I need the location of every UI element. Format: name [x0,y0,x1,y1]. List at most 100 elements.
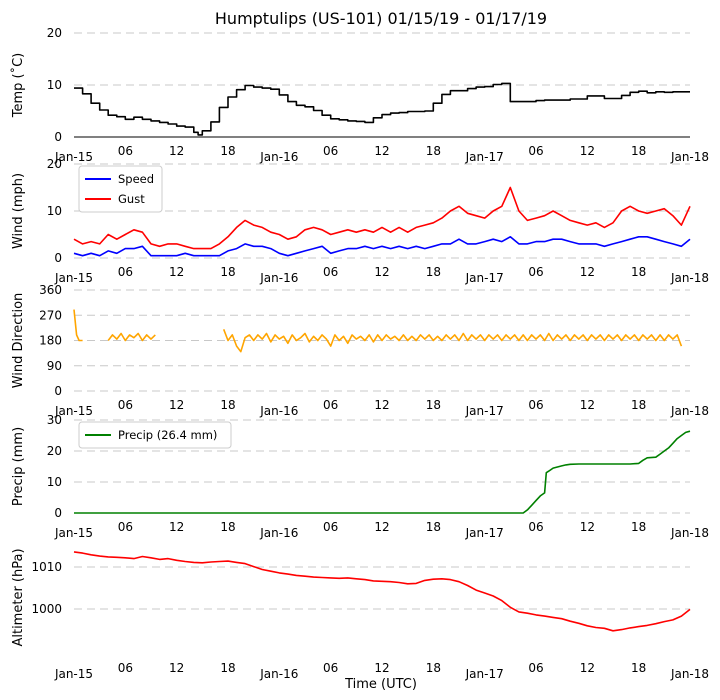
y-tick-label: 0 [54,506,62,520]
y-tick-label: 360 [39,283,62,297]
x-tick-label: 12 [169,520,184,534]
x-tick-label: Jan-17 [465,150,504,164]
x-tick-label: 06 [118,144,133,158]
series-line-direction [73,309,83,342]
x-tick-label: 12 [169,144,184,158]
x-tick-label: 18 [220,265,235,279]
x-tick-label: Jan-17 [465,526,504,540]
x-axis-label: Time (UTC) [344,677,417,692]
y-tick-label: 1010 [31,560,62,574]
x-tick-label: Jan-15 [54,271,93,285]
x-tick-label: 06 [528,520,543,534]
x-tick-label: Jan-18 [670,150,709,164]
x-tick-label: Jan-17 [465,271,504,285]
x-tick-label: 06 [528,144,543,158]
x-tick-label: 12 [580,144,595,158]
x-tick-label: Jan-16 [259,667,298,681]
x-tick-label: 12 [580,661,595,675]
x-tick-label: 18 [220,520,235,534]
x-tick-label: 06 [118,398,133,412]
x-tick-label: Jan-16 [259,526,298,540]
series-line-precip-26-4-mm- [74,430,691,514]
series-line-speed [73,236,691,257]
x-tick-label: Jan-18 [670,667,709,681]
y-tick-label: 20 [47,444,62,458]
panel-precip: 0 10 20 30 Jan-15 06 12 18 Jan-16 06 12 18 Jan-17 06 1… [11,413,709,540]
y-tick-label: 180 [39,334,62,348]
y-axis-label: Wind Direction [11,293,26,389]
series-line-altimeter [73,551,691,632]
panel-direction: 0 90 180 270 360 Jan-15 06 12 18 Jan-16 06 12 18 Jan-… [11,283,709,418]
legend-label: Gust [118,192,145,206]
x-tick-label: 06 [528,265,543,279]
x-tick-label: 18 [220,398,235,412]
series-line-direction [222,329,683,353]
x-tick-label: 12 [580,265,595,279]
y-tick-label: 270 [39,308,62,322]
legend: Speed Gust [78,165,163,213]
y-tick-label: 0 [54,251,62,265]
x-tick-label: 06 [118,520,133,534]
series-line-temp [74,82,690,136]
x-tick-label: 18 [426,520,441,534]
x-tick-label: 06 [118,661,133,675]
panel-altimeter: 1000 1010 Jan-15 06 12 18 Jan-16 06 12 18 Jan-17 06… [11,548,709,681]
x-tick-label: 12 [374,520,389,534]
x-tick-label: Jan-15 [54,150,93,164]
x-tick-label: 18 [426,265,441,279]
x-tick-label: 06 [118,265,133,279]
x-tick-label: Jan-16 [259,404,298,418]
x-tick-label: 12 [169,398,184,412]
x-tick-label: Jan-18 [670,404,709,418]
x-tick-label: 12 [374,661,389,675]
y-axis-label: Altimeter (hPa) [11,548,26,646]
legend: Precip (26.4 mm) [78,421,232,449]
y-tick-label: 0 [54,130,62,144]
x-tick-label: 18 [220,661,235,675]
x-tick-label: 06 [323,661,338,675]
x-tick-label: 12 [169,265,184,279]
x-tick-label: 18 [426,398,441,412]
x-tick-label: Jan-17 [465,404,504,418]
x-tick-label: 18 [631,265,646,279]
x-tick-label: 18 [631,661,646,675]
y-tick-label: 0 [54,384,62,398]
x-tick-label: 06 [323,398,338,412]
x-tick-label: Jan-18 [670,271,709,285]
y-tick-label: 10 [47,204,62,218]
y-tick-label: 10 [47,475,62,489]
x-tick-label: 12 [374,265,389,279]
panel-temp: 0 10 20 Jan-15 06 12 18 Jan-16 06 12 18 Jan-17 06 12 1… [10,26,709,164]
x-tick-label: 18 [220,144,235,158]
x-tick-label: 12 [374,398,389,412]
x-tick-label: Jan-17 [465,667,504,681]
y-tick-label: 20 [47,157,62,171]
x-tick-label: Jan-15 [54,526,93,540]
x-tick-label: Jan-15 [54,404,93,418]
x-tick-label: 18 [426,144,441,158]
y-axis-label: Temp (˚C) [10,53,26,119]
x-tick-label: Jan-16 [259,271,298,285]
series-line-gust [73,186,691,250]
chart-title: Humptulips (US-101) 01/15/19 - 01/17/19 [215,9,547,28]
x-tick-label: Jan-18 [670,526,709,540]
x-tick-label: 12 [580,398,595,412]
x-tick-label: 12 [374,144,389,158]
x-tick-label: Jan-15 [54,667,93,681]
legend-box [78,421,232,449]
x-tick-label: 18 [631,520,646,534]
x-tick-label: 18 [426,661,441,675]
series-line-direction [107,332,156,342]
y-tick-label: 90 [47,359,62,373]
y-axis-label: Precip (mm) [11,427,26,506]
y-tick-label: 1000 [31,602,62,616]
y-tick-label: 20 [47,26,62,40]
legend-label: Speed [118,172,154,186]
panel-wind: 0 10 20 Jan-15 06 12 18 Jan-16 06 12 18 Jan-17 06 12 1… [11,157,709,285]
x-tick-label: 18 [631,144,646,158]
x-tick-label: 06 [528,398,543,412]
y-axis-label: Wind (mph) [11,173,26,249]
x-tick-label: 18 [631,398,646,412]
